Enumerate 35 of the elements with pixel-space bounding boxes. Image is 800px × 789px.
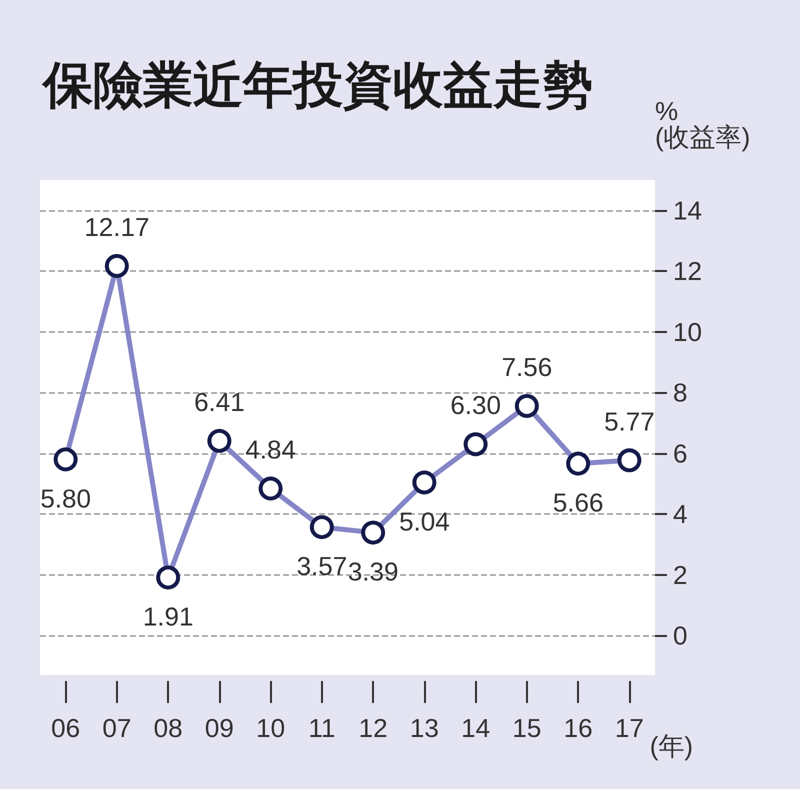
- data-label: 5.66: [552, 488, 604, 518]
- x-tick-label: 17: [614, 713, 644, 743]
- y-tick-label: 10: [673, 316, 702, 347]
- x-tick-label: 07: [102, 713, 132, 743]
- data-label: 5.77: [604, 406, 655, 436]
- x-tick-label: 15: [512, 713, 542, 743]
- data-label: 5.80: [40, 483, 91, 514]
- x-tick-label: 12: [358, 713, 388, 743]
- y-tick-label: 6: [673, 438, 688, 468]
- x-tick-label: 06: [51, 713, 80, 743]
- x-tick-label: 09: [204, 713, 234, 743]
- x-tick-label: 10: [256, 713, 286, 743]
- y-tick-label: 2: [673, 560, 688, 590]
- data-label: 1.91: [142, 602, 194, 632]
- data-label: 3.57: [296, 551, 348, 582]
- y-tick-label: 12: [673, 256, 702, 286]
- data-label: 7.56: [502, 352, 552, 382]
- data-label: 4.84: [245, 434, 296, 465]
- data-label: 5.04: [399, 506, 450, 536]
- y-tick-label: 0: [673, 620, 688, 651]
- y-tick-label: 8: [673, 378, 688, 408]
- data-label: 12.17: [84, 212, 150, 242]
- data-label: 6.30: [450, 390, 501, 420]
- x-tick-label: 11: [308, 713, 336, 743]
- x-tick-label: 13: [410, 713, 439, 743]
- data-label: 6.41: [194, 386, 245, 417]
- x-axis-title: (年): [650, 731, 694, 761]
- x-tick-label: 16: [564, 713, 593, 743]
- y-axis-title: % (收益率): [655, 96, 750, 152]
- x-tick-label: 14: [461, 713, 490, 743]
- y-tick-label: 4: [673, 499, 688, 530]
- data-label: 3.39: [348, 556, 398, 587]
- chart-title: 保險業近年投資收益走勢: [41, 57, 593, 113]
- y-tick-label: 14: [673, 195, 702, 226]
- x-tick-label: 08: [154, 713, 183, 743]
